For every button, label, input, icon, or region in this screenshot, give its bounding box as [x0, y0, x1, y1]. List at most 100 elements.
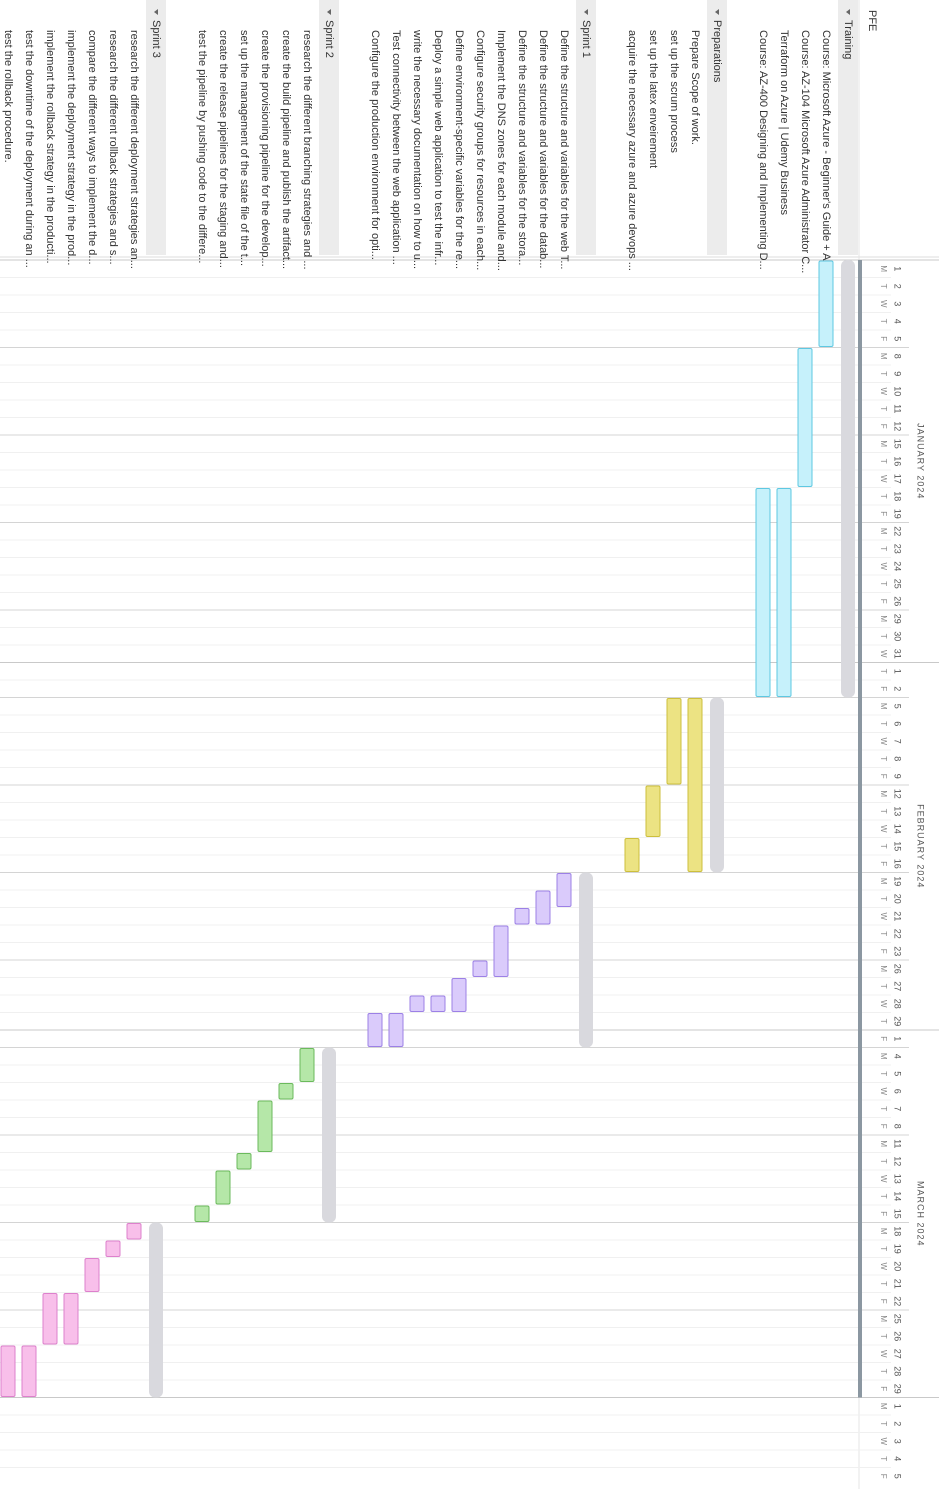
group-bar	[841, 260, 855, 698]
task-name: test the rollback procedure.	[2, 30, 14, 163]
task-name: Prepare Scope of work.	[689, 30, 701, 145]
day-number: 25	[893, 1314, 903, 1324]
task-name: Define the structure and variables for t…	[537, 30, 549, 268]
task-bar	[299, 1048, 315, 1082]
task-name: Course: AZ-400 Designing and Implementin…	[757, 30, 769, 270]
day-number: 12	[893, 789, 903, 799]
task-bar	[236, 1153, 252, 1170]
day-number: 19	[893, 876, 903, 886]
task-bar	[194, 1205, 210, 1222]
weekday-letter: F	[879, 1211, 888, 1216]
task-bar	[493, 925, 509, 977]
weekday-letter: W	[879, 1087, 888, 1095]
day-number: 18	[893, 1226, 903, 1236]
day-number: 7	[893, 1106, 903, 1111]
month-label: JANUARY 2024	[916, 423, 926, 499]
task-bar	[776, 488, 792, 697]
weekday-letter: T	[879, 1106, 888, 1111]
task-name: Course: Microsoft Azure - Beginner's Gui…	[820, 30, 832, 270]
weekday-letter: F	[879, 774, 888, 779]
day-number: 7	[893, 739, 903, 744]
weekday-letter: T	[879, 809, 888, 814]
group-bar	[322, 1047, 336, 1223]
day-number: 5	[893, 704, 903, 709]
day-number: 23	[893, 946, 903, 956]
task-bar	[645, 785, 661, 837]
weekday-letter: M	[879, 528, 888, 535]
task-name: Terraform on Azure | Udemy Business	[778, 30, 790, 216]
day-number: 2	[893, 284, 903, 289]
task-bar	[278, 1083, 294, 1100]
weekday-letter: T	[879, 1159, 888, 1164]
weekday-letter: T	[879, 406, 888, 411]
task-bar	[21, 1345, 37, 1397]
day-number: 19	[893, 509, 903, 519]
day-number: 20	[893, 1261, 903, 1271]
collapse-toggle	[715, 9, 719, 15]
day-number: 24	[893, 561, 903, 571]
group-row-bg	[576, 0, 596, 255]
weekday-letter: F	[879, 1124, 888, 1129]
group-bar	[710, 697, 724, 873]
weekday-letter: M	[879, 1403, 888, 1410]
task-bar	[451, 978, 467, 1012]
weekday-letter: M	[879, 703, 888, 710]
day-number: 14	[893, 824, 903, 834]
task-name: implement the rollback strategy in the p…	[44, 30, 56, 264]
task-bar	[624, 838, 640, 872]
weekday-letter: T	[879, 931, 888, 936]
weekday-letter: F	[879, 686, 888, 691]
weekday-letter: T	[879, 756, 888, 761]
project-name: PFE	[866, 10, 878, 31]
month-label: MARCH 2024	[916, 1181, 926, 1247]
task-name: create the build pipeline and publish th…	[280, 30, 292, 269]
day-number: 30	[893, 631, 903, 641]
day-number: 26	[893, 1331, 903, 1341]
weekday-letter: M	[879, 965, 888, 972]
weekday-letter: W	[879, 1437, 888, 1445]
day-number: 6	[893, 1089, 903, 1094]
day-number: 15	[893, 1209, 903, 1219]
day-number: 5	[893, 1071, 903, 1076]
task-name: Course: AZ-104 Microsoft Azure Administr…	[799, 30, 811, 273]
weekday-letter: T	[879, 1194, 888, 1199]
task-bar	[430, 995, 446, 1012]
task-bar	[388, 1013, 404, 1047]
day-number: 4	[893, 1054, 903, 1059]
day-number: 29	[893, 1016, 903, 1026]
weekday-letter: W	[879, 1175, 888, 1183]
task-name: Deploy a simple web application to test …	[432, 30, 444, 265]
day-number: 23	[893, 544, 903, 554]
weekday-letter: W	[879, 650, 888, 658]
day-number: 8	[893, 1124, 903, 1129]
day-number: 26	[893, 964, 903, 974]
task-name: Define the structure and variables for t…	[516, 30, 528, 265]
day-number: 13	[893, 1174, 903, 1184]
weekday-letter: T	[879, 1456, 888, 1461]
collapse-toggle	[327, 9, 331, 15]
day-number: 15	[893, 439, 903, 449]
day-number: 27	[893, 981, 903, 991]
weekday-letter: T	[879, 1334, 888, 1339]
day-number: 16	[893, 859, 903, 869]
task-name: set up the management of the state file …	[238, 30, 250, 266]
weekday-letter: F	[879, 424, 888, 429]
task-name: Define environment-specific variables fo…	[453, 30, 465, 269]
task-name: research the different deployment strate…	[128, 30, 140, 269]
day-number: 5	[893, 1474, 903, 1479]
day-number: 13	[893, 806, 903, 816]
weekday-letter: W	[879, 825, 888, 833]
weekday-letter: W	[879, 1350, 888, 1358]
task-bar	[472, 960, 488, 977]
collapse-toggle	[584, 9, 588, 15]
weekday-letter: T	[879, 1369, 888, 1374]
weekday-letter: M	[879, 440, 888, 447]
task-name: acquire the necessary azure and azure de…	[626, 30, 638, 271]
day-number: 3	[893, 301, 903, 306]
weekday-letter: T	[879, 546, 888, 551]
task-name: implement the deployment strategy in the…	[65, 30, 77, 265]
weekday-letter: T	[879, 284, 888, 289]
task-bar	[755, 488, 771, 697]
weekday-letter: F	[879, 511, 888, 516]
